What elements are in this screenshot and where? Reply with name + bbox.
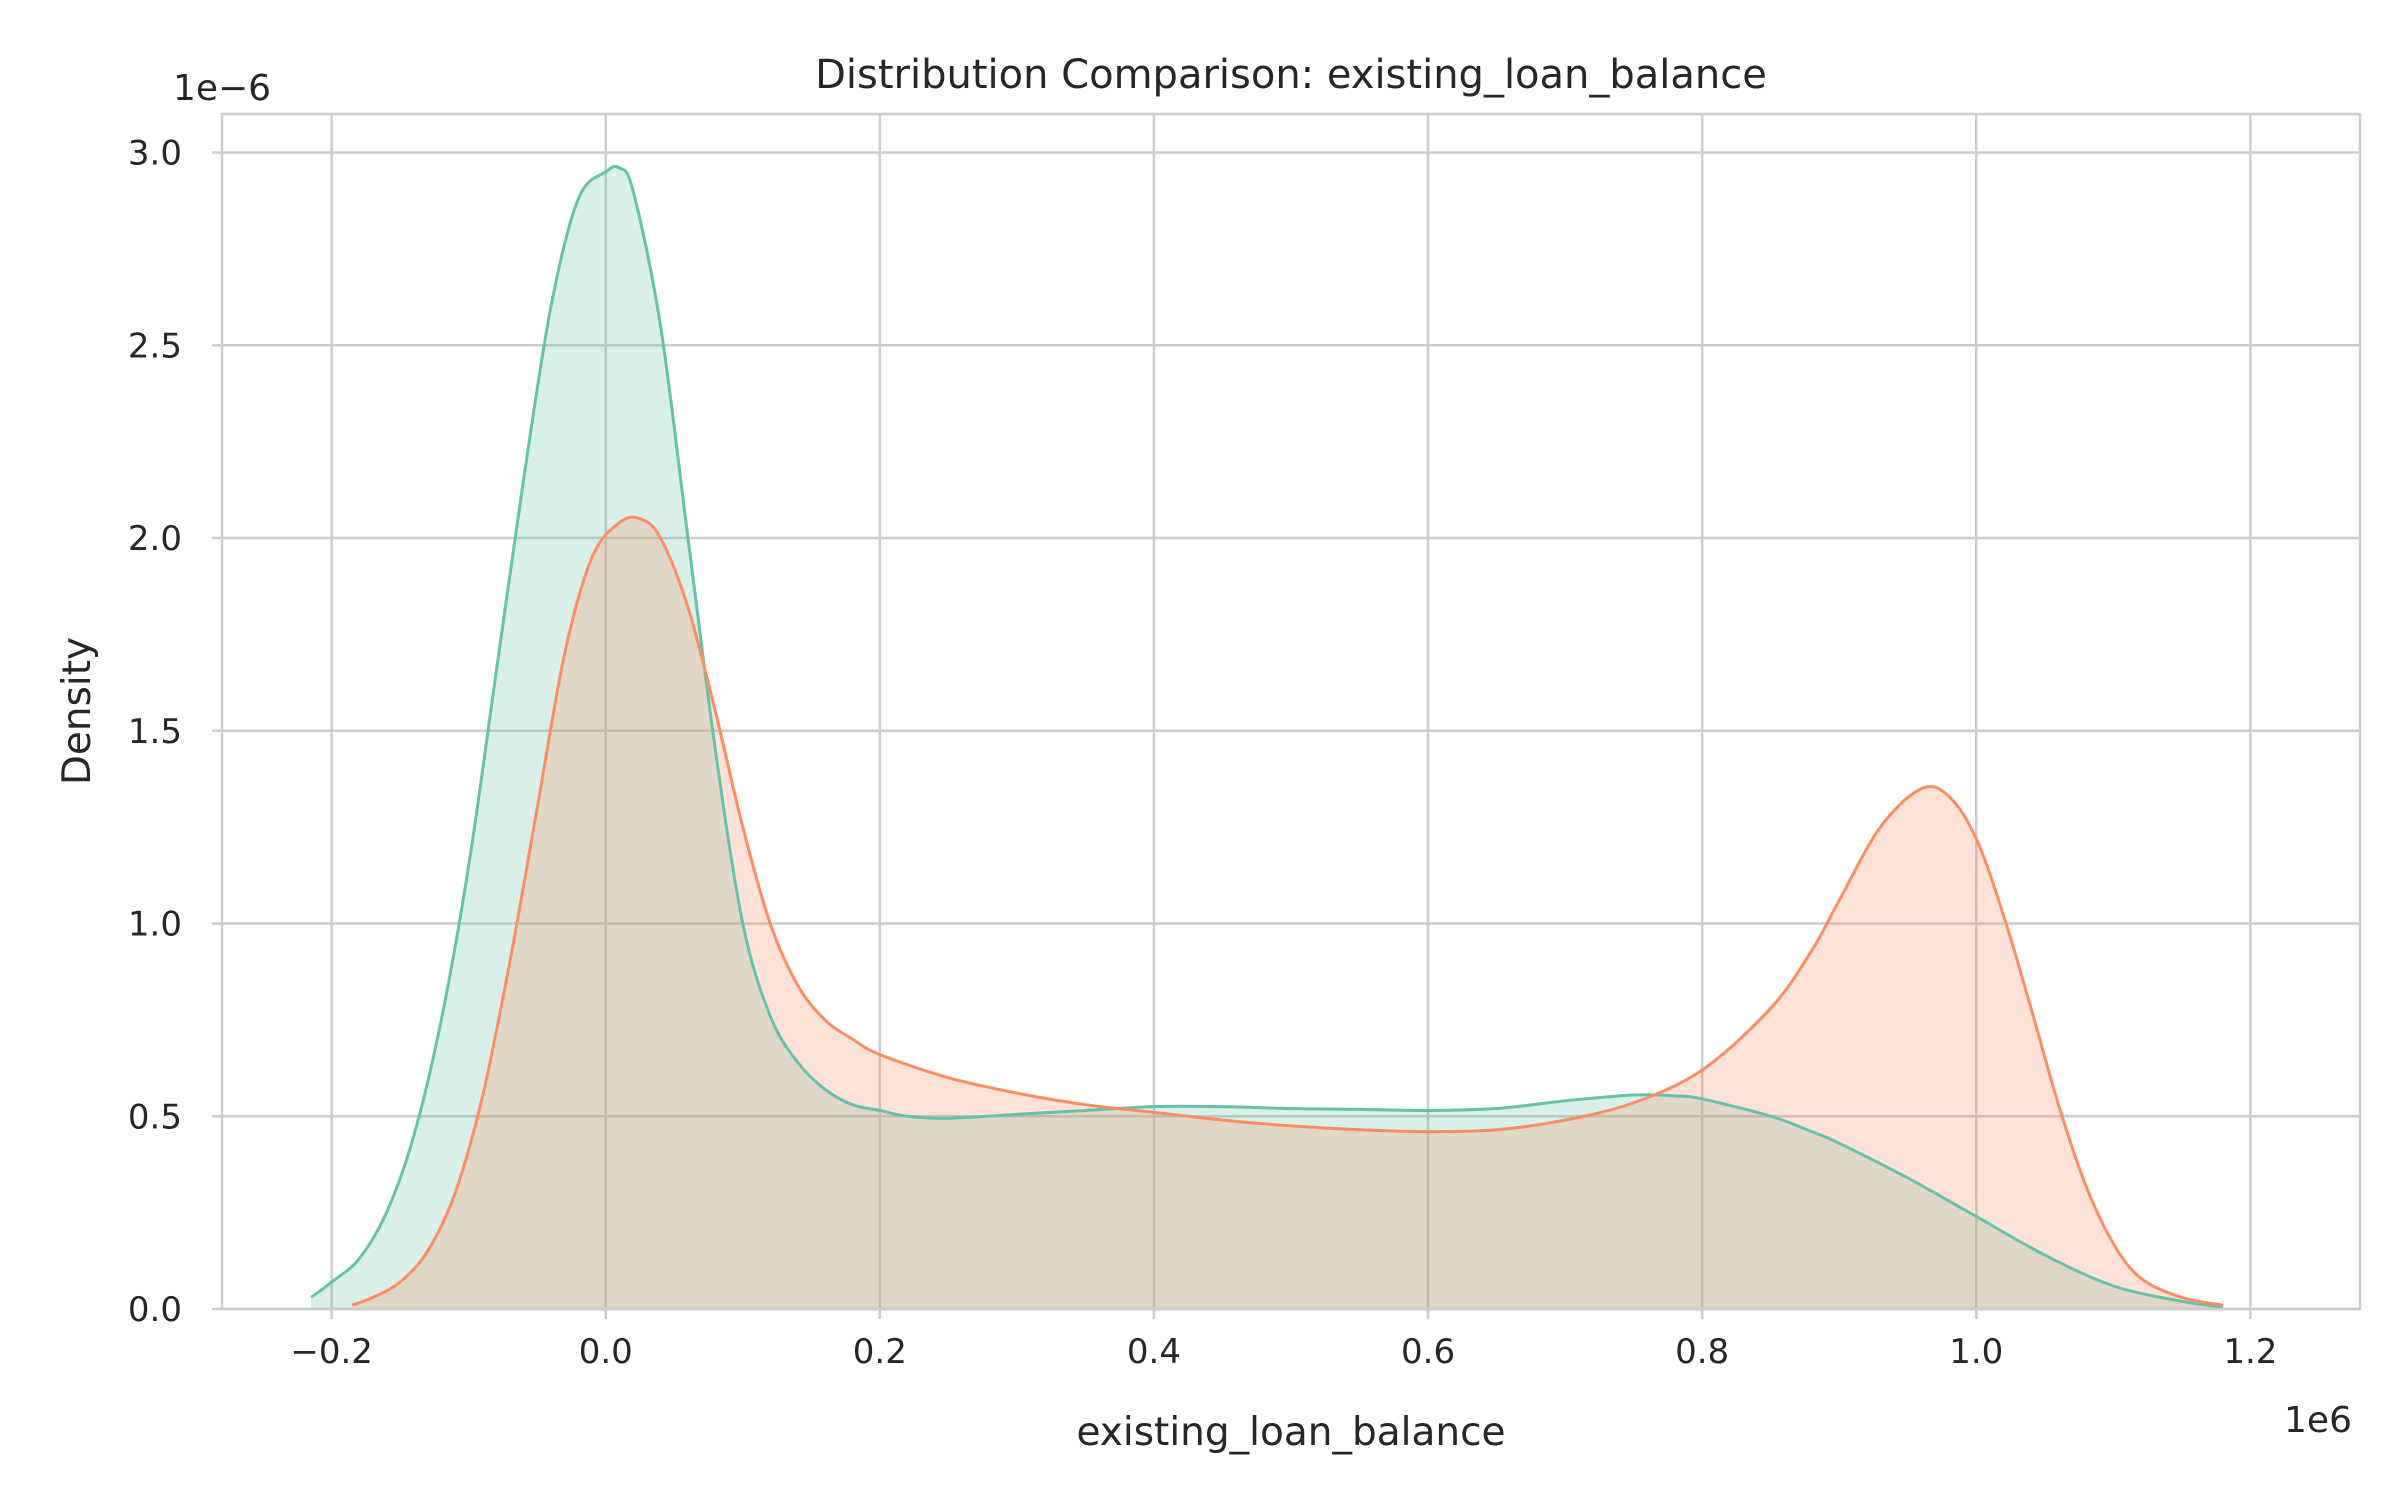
chart-title: Distribution Comparison: existing_loan_b… [815, 52, 1767, 98]
density-areas [311, 166, 2223, 1309]
x-tick-label: 0.0 [579, 1332, 633, 1372]
y-tick-label: 0.5 [128, 1097, 182, 1137]
x-tick-label: 0.8 [1675, 1332, 1729, 1372]
density-lines [310, 164, 2224, 1309]
y-ticks: 0.0 0.5 1.0 1.5 2.0 2.5 3.0 [128, 134, 222, 1330]
plot-frame [220, 112, 2362, 1311]
y-offset-label: 1e−6 [173, 68, 271, 109]
y-tick-label: 3.0 [128, 134, 182, 174]
y-tick-label: 2.0 [128, 519, 182, 559]
x-tick-label: 1.0 [1949, 1332, 2003, 1372]
x-ticks: −0.2 0.0 0.2 0.4 0.6 0.8 1.0 1.2 [290, 1309, 2277, 1372]
y-tick-label: 1.0 [128, 905, 182, 945]
x-tick-label: −0.2 [290, 1332, 373, 1372]
x-tick-label: 0.4 [1127, 1332, 1181, 1372]
y-axis-title: Density [55, 637, 100, 785]
y-tick-label: 2.5 [128, 326, 182, 366]
x-tick-label: 0.6 [1401, 1332, 1455, 1372]
x-offset-label: 1e6 [2284, 1400, 2352, 1441]
x-tick-label: 0.2 [853, 1332, 907, 1372]
x-tick-label: 1.2 [2223, 1332, 2277, 1372]
grid [222, 114, 2360, 1311]
y-tick-label: 1.5 [128, 712, 182, 752]
x-axis-title: existing_loan_balance [1077, 1410, 1506, 1455]
density-line-2 [351, 515, 2224, 1307]
density-line-1 [310, 164, 2224, 1309]
density-area-2 [352, 517, 2223, 1309]
density-area-1 [311, 166, 2223, 1309]
y-tick-label: 0.0 [128, 1290, 182, 1330]
